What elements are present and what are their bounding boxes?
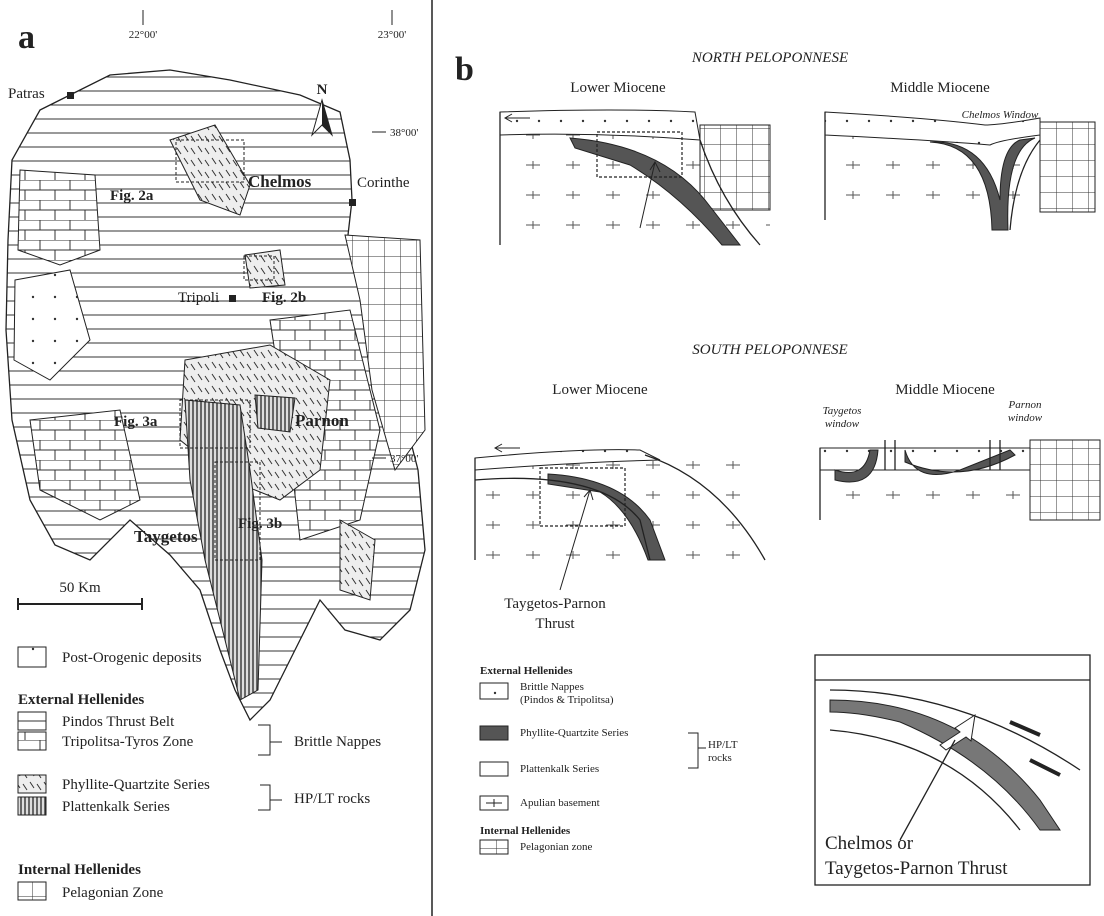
label: Phyllite-Quartzite Series bbox=[520, 727, 628, 739]
label: Chelmos bbox=[248, 172, 312, 191]
panel-label: a bbox=[18, 19, 35, 56]
label: SOUTH PELOPONNESE bbox=[692, 342, 847, 358]
town bbox=[349, 199, 356, 206]
label: Lower Miocene bbox=[552, 382, 648, 398]
label: Brittle Nappes bbox=[294, 734, 381, 750]
label: NORTH PELOPONNESE bbox=[691, 50, 848, 66]
legend-swatch bbox=[18, 712, 46, 730]
legend-swatch bbox=[480, 840, 508, 854]
label: Fig. 3a bbox=[114, 414, 158, 430]
legend-swatch bbox=[18, 775, 46, 793]
label: window bbox=[1008, 412, 1043, 424]
label: Brittle Nappes bbox=[520, 681, 584, 693]
legend-swatch bbox=[18, 647, 46, 667]
bracket bbox=[688, 733, 706, 768]
pelagonian bbox=[1040, 122, 1095, 212]
label: 23°00' bbox=[378, 29, 406, 41]
label: Parnon bbox=[1008, 399, 1043, 411]
label: Tripolitsa-Tyros Zone bbox=[62, 734, 194, 750]
label: Patras bbox=[8, 86, 45, 102]
label: 37°00' bbox=[390, 453, 418, 465]
arrow bbox=[495, 444, 520, 452]
label: Taygetos bbox=[823, 405, 862, 417]
label: Fig. 2b bbox=[262, 290, 306, 306]
label: Internal Hellenides bbox=[480, 825, 571, 837]
label: Taygetos-Parnon bbox=[504, 596, 606, 612]
label: Pindos Thrust Belt bbox=[62, 714, 175, 730]
label: 38°00' bbox=[390, 127, 418, 139]
label: Parnon bbox=[295, 411, 349, 430]
label: Post-Orogenic deposits bbox=[62, 650, 202, 666]
label: 22°00' bbox=[129, 29, 157, 41]
label: Corinthe bbox=[357, 175, 410, 191]
label: External Hellenides bbox=[18, 692, 144, 708]
bracket bbox=[258, 725, 282, 755]
map bbox=[6, 70, 425, 720]
label: Thrust bbox=[535, 616, 575, 632]
label: N bbox=[317, 82, 328, 98]
legend-swatch bbox=[18, 882, 46, 900]
label: HP/LT rocks bbox=[294, 791, 370, 807]
label: HP/LT bbox=[708, 739, 738, 751]
section bbox=[825, 112, 1095, 230]
label: Middle Miocene bbox=[895, 382, 995, 398]
bracket bbox=[258, 785, 282, 810]
label: Chelmos Window bbox=[962, 109, 1039, 121]
label: window bbox=[825, 418, 860, 430]
section bbox=[500, 110, 770, 245]
label: Phyllite-Quartzite Series bbox=[62, 777, 210, 793]
pelagonian bbox=[1030, 440, 1100, 520]
label: Plattenkalk Series bbox=[520, 763, 599, 775]
label: (Pindos & Tripolitsa) bbox=[520, 694, 614, 706]
section bbox=[820, 440, 1100, 520]
legend-swatch bbox=[18, 797, 46, 815]
label: Taygetos-Parnon Thrust bbox=[825, 858, 1008, 879]
label: Apulian basement bbox=[520, 797, 600, 809]
town bbox=[67, 92, 74, 99]
label: Middle Miocene bbox=[890, 80, 990, 96]
figure: a 22°00' 23°00' 38°00' 37°00' N Patras C… bbox=[0, 0, 1104, 916]
legend-swatch bbox=[18, 732, 46, 750]
label: 50 Km bbox=[59, 580, 101, 596]
label: Internal Hellenides bbox=[18, 862, 141, 878]
label: Pelagonian zone bbox=[520, 841, 593, 853]
legend-swatch bbox=[480, 762, 508, 776]
label: rocks bbox=[708, 752, 732, 764]
section bbox=[475, 444, 765, 590]
scale-bar bbox=[18, 598, 142, 610]
label: Fig. 3b bbox=[238, 516, 282, 532]
label: b bbox=[455, 51, 474, 88]
label: Chelmos or bbox=[825, 833, 914, 854]
label: External Hellenides bbox=[480, 665, 573, 677]
label: Pelagonian Zone bbox=[62, 885, 164, 901]
label: Fig. 2a bbox=[110, 188, 154, 204]
label: Tripoli bbox=[178, 290, 219, 306]
basement bbox=[475, 460, 765, 560]
plattenkalk bbox=[255, 395, 295, 432]
legend-swatch bbox=[480, 683, 508, 699]
label: Plattenkalk Series bbox=[62, 799, 170, 815]
tripolitsa bbox=[18, 170, 100, 265]
label: Taygetos bbox=[134, 527, 198, 546]
legend-swatch bbox=[480, 726, 508, 740]
town bbox=[229, 295, 236, 302]
label: Lower Miocene bbox=[570, 80, 666, 96]
